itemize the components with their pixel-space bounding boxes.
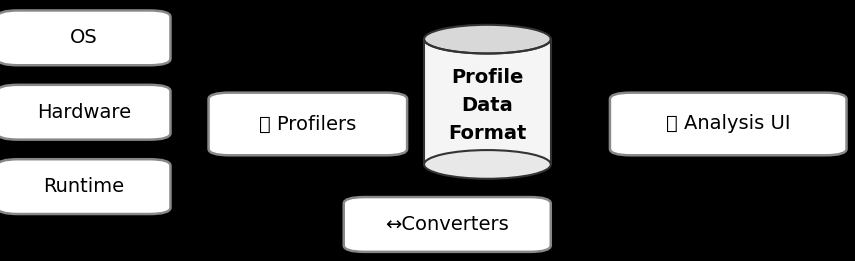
Text: OS: OS [70,28,97,47]
FancyBboxPatch shape [344,197,551,252]
Text: ↔Converters: ↔Converters [386,215,509,234]
FancyBboxPatch shape [0,85,170,140]
Ellipse shape [424,150,551,179]
FancyBboxPatch shape [0,159,170,214]
Text: 📊 Analysis UI: 📊 Analysis UI [666,115,791,133]
FancyBboxPatch shape [610,93,846,155]
FancyBboxPatch shape [209,93,407,155]
Text: Hardware: Hardware [37,103,131,122]
Ellipse shape [424,25,551,54]
FancyBboxPatch shape [0,10,170,65]
Text: Runtime: Runtime [44,177,125,196]
Text: Profile
Data
Format: Profile Data Format [448,68,527,143]
Text: 🩺 Profilers: 🩺 Profilers [259,115,357,133]
Bar [424,39,551,164]
